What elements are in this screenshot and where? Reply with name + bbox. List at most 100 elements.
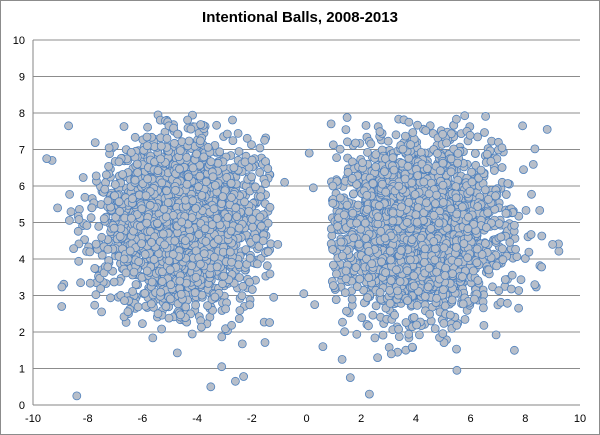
data-point xyxy=(244,206,254,216)
data-point xyxy=(78,173,88,182)
data-point xyxy=(69,244,78,254)
data-point xyxy=(184,172,194,182)
data-point xyxy=(360,218,370,228)
data-point xyxy=(115,231,125,241)
data-point xyxy=(90,138,100,148)
data-point xyxy=(332,153,342,163)
data-point xyxy=(403,161,413,171)
data-point xyxy=(237,291,247,301)
data-point xyxy=(388,153,398,163)
data-point xyxy=(180,236,190,246)
data-point xyxy=(191,272,201,282)
data-point xyxy=(419,177,429,187)
data-point xyxy=(245,300,255,310)
data-point xyxy=(109,277,119,287)
data-point xyxy=(73,226,83,236)
data-point xyxy=(250,182,260,192)
data-point xyxy=(226,178,236,188)
data-point xyxy=(368,310,378,320)
data-point xyxy=(478,303,488,313)
data-point xyxy=(223,212,233,222)
data-point xyxy=(91,171,101,181)
data-point xyxy=(187,329,197,339)
data-point xyxy=(501,190,511,199)
data-point xyxy=(432,149,442,158)
data-point xyxy=(347,294,357,304)
data-point xyxy=(494,219,504,229)
data-point xyxy=(231,203,241,213)
data-point xyxy=(498,255,508,265)
data-point xyxy=(341,125,351,135)
data-point xyxy=(157,178,167,188)
data-point xyxy=(168,210,178,220)
data-point xyxy=(109,223,119,233)
data-point xyxy=(175,276,185,286)
data-point xyxy=(170,236,180,246)
data-point xyxy=(394,332,404,342)
data-point xyxy=(502,298,512,308)
data-point xyxy=(245,253,255,263)
data-point xyxy=(177,217,187,227)
data-point xyxy=(142,132,152,142)
data-point xyxy=(90,300,100,310)
data-point xyxy=(121,268,131,278)
data-point xyxy=(227,320,237,330)
data-point xyxy=(445,310,455,320)
data-point xyxy=(156,287,166,297)
data-point xyxy=(103,244,113,254)
data-point xyxy=(328,198,338,208)
data-point xyxy=(221,304,231,314)
data-point xyxy=(507,270,517,280)
data-point xyxy=(512,252,522,262)
data-point xyxy=(265,318,275,327)
data-point xyxy=(164,313,174,323)
data-point xyxy=(458,299,468,309)
data-point xyxy=(451,114,461,124)
data-point xyxy=(351,138,360,148)
data-point xyxy=(335,144,345,154)
data-point xyxy=(96,284,105,294)
data-point xyxy=(263,164,273,174)
data-point xyxy=(82,221,92,230)
data-point xyxy=(103,262,113,272)
data-point xyxy=(420,292,430,301)
data-point xyxy=(480,239,490,248)
data-point xyxy=(201,236,211,246)
data-point xyxy=(390,310,400,320)
data-point xyxy=(473,202,483,211)
data-point xyxy=(197,191,207,200)
data-point xyxy=(430,324,440,334)
data-point xyxy=(172,348,182,358)
data-point xyxy=(489,166,499,175)
data-point xyxy=(386,276,396,285)
data-point xyxy=(208,172,218,182)
data-point xyxy=(328,281,338,291)
data-point xyxy=(465,186,475,196)
data-point xyxy=(470,148,480,158)
data-point xyxy=(342,306,351,316)
data-point xyxy=(213,234,223,244)
data-point xyxy=(143,122,153,132)
data-point xyxy=(354,239,364,249)
data-point xyxy=(126,213,136,223)
data-point xyxy=(227,193,236,202)
data-point xyxy=(85,278,95,288)
data-point xyxy=(91,290,101,300)
data-point xyxy=(158,229,168,239)
data-point xyxy=(176,289,186,299)
data-point xyxy=(235,306,245,315)
data-point xyxy=(258,236,268,246)
data-point xyxy=(528,159,538,169)
data-point xyxy=(127,194,137,204)
data-point xyxy=(554,246,564,256)
data-point xyxy=(447,295,457,305)
data-point xyxy=(394,324,404,334)
data-point xyxy=(133,302,143,312)
data-point xyxy=(194,230,204,239)
data-point xyxy=(146,299,156,309)
data-point xyxy=(132,159,142,169)
data-point xyxy=(364,321,373,331)
data-point xyxy=(162,133,172,143)
data-point xyxy=(412,300,422,310)
data-point xyxy=(153,166,163,176)
